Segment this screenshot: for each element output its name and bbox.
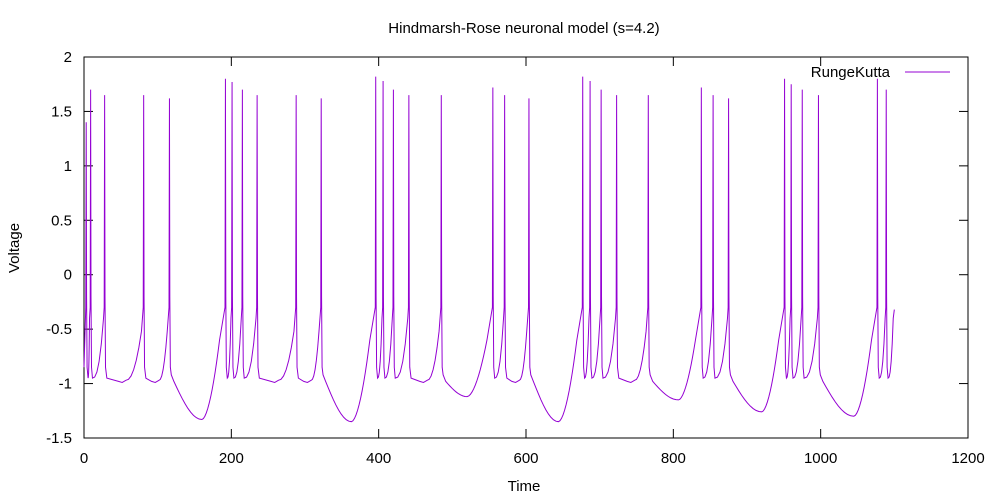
x-tick-label: 200 (219, 450, 244, 467)
y-tick-label: 0 (64, 267, 72, 284)
y-tick-label: -1.5 (46, 430, 72, 447)
y-axis-ticks: -1.5 -1 -0.5 0 0.5 1 1.5 2 (46, 49, 968, 447)
x-tick-label: 600 (513, 450, 538, 467)
x-tick-label: 800 (661, 450, 686, 467)
plot-frame (83, 56, 969, 439)
chart-title: Hindmarsh-Rose neuronal model (s=4.2) (388, 20, 659, 37)
x-tick-label: 1200 (951, 450, 984, 467)
legend: RungeKutta (811, 64, 950, 81)
series-line-rungekutta (83, 76, 895, 423)
x-tick-label: 0 (80, 450, 88, 467)
x-axis-title: Time (508, 478, 541, 495)
y-axis-title: Voltage (6, 223, 23, 273)
plot-border (83, 56, 969, 439)
y-tick-label: 0.5 (51, 212, 72, 229)
x-tick-label: 1000 (804, 450, 837, 467)
y-tick-label: 2 (64, 49, 72, 66)
legend-label: RungeKutta (811, 64, 891, 81)
y-tick-label: -0.5 (46, 321, 72, 338)
y-tick-label: 1.5 (51, 103, 72, 120)
x-tick-label: 400 (366, 450, 391, 467)
x-axis-ticks: 0 200 400 600 800 1000 1200 (80, 57, 985, 467)
y-tick-label: 1 (64, 158, 72, 175)
y-tick-label: -1 (59, 376, 72, 393)
series-group (83, 76, 895, 423)
